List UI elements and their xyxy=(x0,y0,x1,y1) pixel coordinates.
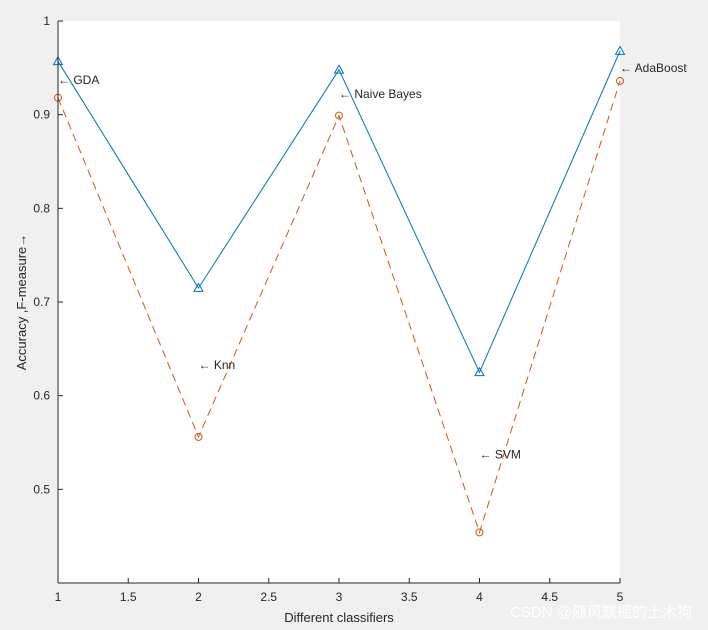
x-tick-label: 2 xyxy=(195,590,202,604)
y-tick-label: 0.6 xyxy=(33,389,50,403)
y-tick-label: 1 xyxy=(43,14,50,28)
series-2-line xyxy=(57,80,621,535)
series-1-point xyxy=(333,64,345,74)
y-axis-label: Accuracy ,F-measure→ xyxy=(14,234,29,371)
y-tick-label: 0.7 xyxy=(33,295,50,309)
series-1-point xyxy=(193,282,204,292)
y-tick-label: 0.8 xyxy=(33,201,50,215)
y-tick-label: 0.5 xyxy=(33,482,50,496)
annotation-label: ← AdaBoost xyxy=(620,61,687,75)
annotation-label: ← GDA xyxy=(58,73,99,87)
watermark: CSDN @随风飘摇的土木狗 xyxy=(510,604,692,621)
series-2-point xyxy=(335,111,343,120)
series-1-line xyxy=(57,50,621,374)
series-1-point xyxy=(474,366,485,377)
series-layer xyxy=(52,45,626,537)
x-tick-label: 1 xyxy=(55,590,62,604)
x-tick-label: 5 xyxy=(617,590,624,604)
series-2-point xyxy=(616,76,624,85)
y-ticks: 0.5 0.6 0.7 0.8 0.9 1 xyxy=(33,14,63,496)
x-ticks: 1 1.5 2 2.5 3 3.5 4 4.5 5 xyxy=(55,578,624,604)
annotation-label: ← SVM xyxy=(480,448,521,462)
annotation-layer: ← GDA ← Knn ← Naive Bayes ← SVM ← AdaBoost xyxy=(58,61,687,462)
x-axis-label: Different classifiers xyxy=(284,610,394,625)
y-tick-label: 0.9 xyxy=(33,108,50,122)
annotation-label: ← Naive Bayes xyxy=(339,87,422,101)
x-tick-label: 4.5 xyxy=(541,590,558,604)
x-tick-label: 3 xyxy=(336,590,343,604)
annotation-label: ← Knn xyxy=(199,358,236,372)
x-tick-label: 3.5 xyxy=(401,590,418,604)
x-tick-label: 1.5 xyxy=(120,590,137,604)
series-2-point xyxy=(475,528,484,537)
x-tick-label: 4 xyxy=(476,590,483,604)
x-tick-label: 2.5 xyxy=(260,590,277,604)
plot-area xyxy=(58,21,620,583)
series-1-point xyxy=(614,45,626,55)
series-2-point xyxy=(194,432,203,441)
